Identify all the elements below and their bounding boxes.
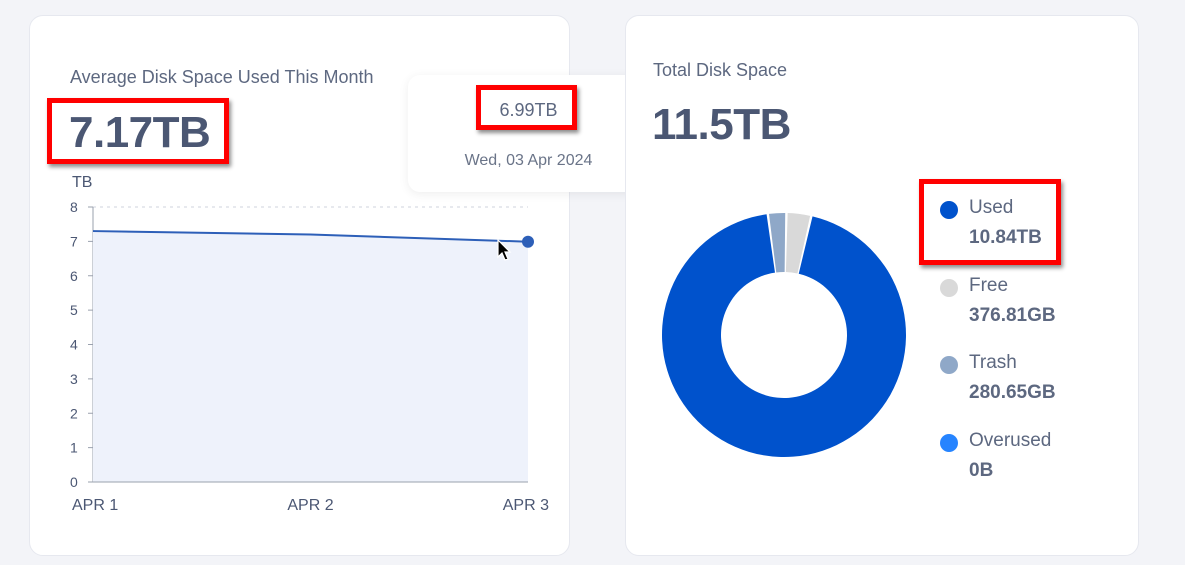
overused-dot-icon [940, 434, 958, 452]
y-tick-label: 5 [70, 302, 78, 318]
x-tick-label: APR 3 [503, 497, 549, 514]
y-tick-label: 2 [70, 405, 78, 421]
disk-space-donut-chart[interactable] [650, 200, 920, 470]
legend-value-used: 10.84TB [969, 227, 1042, 248]
x-tick-label: APR 1 [72, 497, 118, 514]
total-disk-space-value: 11.5TB [652, 100, 791, 149]
tooltip-value: 6.99TB [499, 100, 558, 120]
average-disk-space-title: Average Disk Space Used This Month [70, 67, 374, 87]
donut-slice-free[interactable] [785, 213, 811, 274]
mouse-cursor-icon [497, 239, 512, 261]
average-disk-space-value: 7.17TB [69, 108, 211, 157]
highlight-box-average [47, 98, 229, 164]
highlight-box-used [919, 179, 1061, 265]
legend-label-overused: Overused [969, 430, 1052, 451]
legend-label-free: Free [969, 275, 1009, 296]
legend-value-trash: 280.65GB [969, 382, 1056, 403]
y-tick-label: 6 [70, 268, 78, 284]
legend-label-trash: Trash [969, 352, 1017, 373]
data-point-active[interactable] [522, 235, 534, 248]
legend-label-used: Used [969, 197, 1014, 218]
disk-usage-line-chart[interactable]: TB 0 1 2 3 4 5 6 7 8 APR 1 APR 2 APR 3 [0, 0, 600, 565]
y-axis-label: TB [72, 174, 92, 191]
legend-value-overused: 0B [969, 460, 994, 481]
y-tick-label: 7 [70, 233, 78, 249]
free-dot-icon [940, 279, 958, 297]
y-tick-label: 0 [70, 474, 78, 490]
legend-value-free: 376.81GB [969, 305, 1056, 326]
x-tick-label: APR 2 [287, 497, 333, 514]
series-area-fill [93, 231, 528, 482]
trash-dot-icon [940, 356, 958, 374]
y-tick-label: 8 [70, 199, 78, 215]
series-line [92, 230, 529, 243]
donut-slice-used[interactable] [662, 214, 906, 457]
donut-slice-trash[interactable] [768, 213, 786, 273]
used-dot-icon [940, 201, 958, 219]
y-tick-label: 1 [70, 440, 78, 456]
chart-tooltip: 6.99TB Wed, 03 Apr 2024 [408, 75, 649, 192]
y-tick-label: 3 [70, 371, 78, 387]
y-tick-label: 4 [70, 337, 78, 353]
tooltip-date: Wed, 03 Apr 2024 [464, 152, 593, 169]
highlight-box-tooltip [476, 85, 577, 130]
total-disk-space-title: Total Disk Space [653, 60, 788, 80]
